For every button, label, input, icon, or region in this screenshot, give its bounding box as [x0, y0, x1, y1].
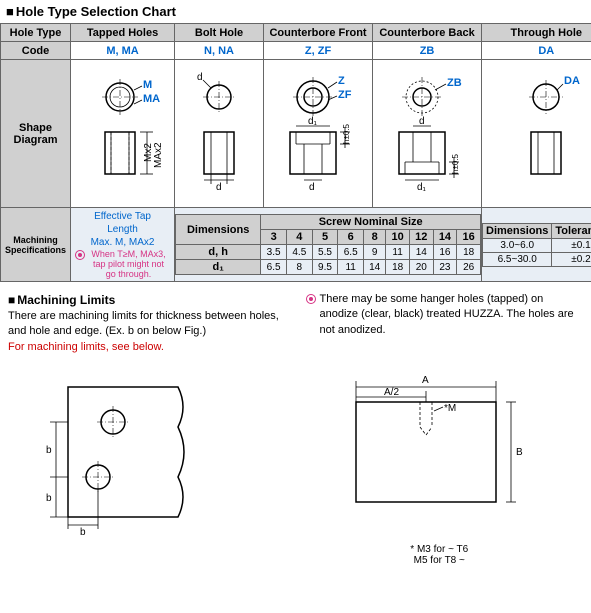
- hdr-through: Through Hole: [482, 24, 591, 42]
- limits-title: Machining Limits: [8, 292, 286, 309]
- footnote: * M3 for ~ T6 M5 for T8 ~: [316, 544, 564, 566]
- svg-text:b: b: [46, 445, 52, 456]
- chart-title: Hole Type Selection Chart: [0, 0, 591, 23]
- shape-through: DA: [482, 60, 591, 208]
- svg-text:B: B: [516, 447, 523, 458]
- svg-text:h±0.5: h±0.5: [451, 153, 460, 174]
- note-icon: [75, 250, 85, 260]
- limits-p1: There are machining limits for thickness…: [8, 309, 286, 340]
- tol-table: DimensionsTolerance 3.0~6.0±0.1 6.5~30.0…: [482, 223, 591, 267]
- shape-bolt: d d: [175, 60, 264, 208]
- svg-text:MAx2: MAx2: [153, 142, 164, 168]
- svg-text:MA: MA: [143, 93, 160, 105]
- spec-tol: DimensionsTolerance 3.0~6.0±0.1 6.5~30.0…: [482, 208, 591, 282]
- note-icon: [306, 294, 316, 304]
- hdr-tapped: Tapped Holes: [71, 24, 175, 42]
- svg-text:d₁: d₁: [417, 182, 427, 193]
- shape-cbback: ZB d h±0.5 d₁: [373, 60, 482, 208]
- svg-text:A: A: [422, 375, 429, 386]
- hdr-cbfront: Counterbore Front: [264, 24, 373, 42]
- limits-note: There may be some hanger holes (tapped) …: [320, 292, 584, 355]
- svg-text:DA: DA: [564, 75, 580, 87]
- svg-text:*M: *M: [444, 403, 456, 414]
- code-cbfront: Z, ZF: [264, 42, 373, 60]
- hdr-holetype: Hole Type: [1, 24, 71, 42]
- svg-text:Z: Z: [338, 75, 345, 87]
- shape-cbfront: Z ZF d₁ h±0.5 d: [264, 60, 373, 208]
- code-cbback: ZB: [373, 42, 482, 60]
- code-bolt: N, NA: [175, 42, 264, 60]
- shape-tapped: M MA Mx2 MAx2: [71, 60, 175, 208]
- fig-right: A A/2 *M B * M3 for ~ T6 M5 for T8 ~: [316, 367, 564, 566]
- code-tapped: M, MA: [71, 42, 175, 60]
- screw-table: Dimensions Screw Nominal Size 3456810121…: [175, 214, 481, 275]
- limits-p2: For machining limits, see below.: [8, 340, 286, 355]
- selection-table: Hole Type Tapped Holes Bolt Hole Counter…: [0, 23, 591, 282]
- svg-text:M: M: [143, 79, 152, 91]
- fig-left: b b b: [28, 367, 276, 566]
- hdr-code: Code: [1, 42, 71, 60]
- svg-text:d: d: [216, 182, 222, 193]
- hdr-bolt: Bolt Hole: [175, 24, 264, 42]
- svg-text:d: d: [419, 116, 425, 127]
- svg-text:h±0.5: h±0.5: [342, 123, 351, 144]
- spec-tapped: Effective Tap Length Max. M, MAx2 When T…: [71, 208, 175, 282]
- hdr-cbback: Counterbore Back: [373, 24, 482, 42]
- svg-text:b: b: [80, 527, 86, 537]
- hdr-shape: Shape Diagram: [1, 60, 71, 208]
- svg-text:ZF: ZF: [338, 89, 352, 101]
- svg-text:b: b: [46, 493, 52, 504]
- svg-text:A/2: A/2: [384, 387, 399, 398]
- svg-text:d₁: d₁: [308, 116, 318, 127]
- code-through: DA: [482, 42, 591, 60]
- hdr-spec: Machining Specifications: [1, 208, 71, 282]
- svg-text:ZB: ZB: [447, 77, 462, 89]
- svg-text:d: d: [309, 182, 315, 193]
- spec-screw: Dimensions Screw Nominal Size 3456810121…: [175, 208, 482, 282]
- svg-text:d: d: [197, 72, 203, 83]
